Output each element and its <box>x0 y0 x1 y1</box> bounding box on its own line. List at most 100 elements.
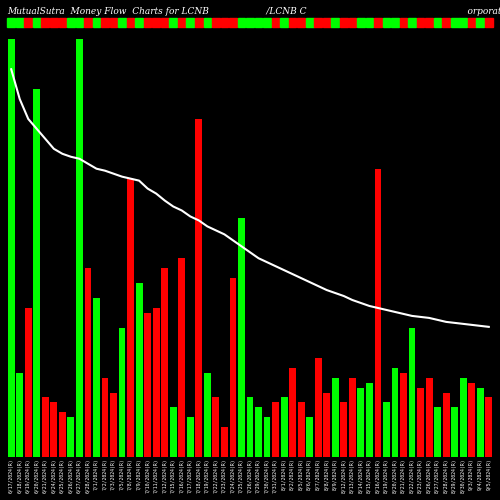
Bar <box>468 18 475 28</box>
Bar <box>212 398 220 457</box>
Bar <box>50 402 58 457</box>
Bar <box>178 258 185 457</box>
Bar <box>400 372 407 457</box>
Bar <box>84 268 91 457</box>
Bar <box>118 328 126 457</box>
Bar <box>178 18 186 28</box>
Bar <box>442 392 450 457</box>
Bar <box>298 18 305 28</box>
Bar <box>460 18 467 28</box>
Bar <box>84 18 92 28</box>
Bar <box>144 18 152 28</box>
Bar <box>127 178 134 457</box>
Bar <box>485 18 492 28</box>
Bar <box>102 378 108 457</box>
Bar <box>8 40 14 457</box>
Bar <box>33 18 40 28</box>
Bar <box>476 18 484 28</box>
Bar <box>221 428 228 457</box>
Bar <box>246 398 254 457</box>
Bar <box>24 18 32 28</box>
Bar <box>349 378 356 457</box>
Bar <box>382 18 390 28</box>
Bar <box>416 18 424 28</box>
Bar <box>280 398 287 457</box>
Bar <box>67 18 74 28</box>
Bar <box>358 388 364 457</box>
Bar <box>170 408 176 457</box>
Bar <box>246 18 254 28</box>
Bar <box>374 168 382 457</box>
Bar <box>306 418 313 457</box>
Bar <box>58 18 66 28</box>
Bar <box>298 402 304 457</box>
Bar <box>76 40 83 457</box>
Bar <box>417 388 424 457</box>
Bar <box>280 18 288 28</box>
Bar <box>136 283 142 457</box>
Bar <box>263 18 271 28</box>
Bar <box>187 418 194 457</box>
Bar <box>383 402 390 457</box>
Bar <box>238 18 246 28</box>
Bar <box>486 398 492 457</box>
Bar <box>434 408 441 457</box>
Bar <box>366 382 373 457</box>
Bar <box>451 18 458 28</box>
Bar <box>25 308 32 457</box>
Bar <box>59 412 66 457</box>
Bar <box>264 418 270 457</box>
Bar <box>118 18 126 28</box>
Bar <box>314 18 322 28</box>
Bar <box>170 18 177 28</box>
Bar <box>186 18 194 28</box>
Bar <box>136 18 143 28</box>
Bar <box>127 18 134 28</box>
Bar <box>110 18 118 28</box>
Bar <box>42 18 49 28</box>
Bar <box>196 119 202 457</box>
Bar <box>340 402 347 457</box>
Bar <box>348 18 356 28</box>
Bar <box>50 18 58 28</box>
Bar <box>289 368 296 457</box>
Bar <box>153 308 160 457</box>
Bar <box>229 18 237 28</box>
Bar <box>391 18 399 28</box>
Bar <box>332 378 338 457</box>
Bar <box>400 18 407 28</box>
Bar <box>477 388 484 457</box>
Bar <box>254 18 262 28</box>
Bar <box>392 368 398 457</box>
Bar <box>238 218 245 457</box>
Bar <box>195 18 202 28</box>
Bar <box>255 408 262 457</box>
Bar <box>357 18 364 28</box>
Bar <box>204 372 211 457</box>
Bar <box>16 372 23 457</box>
Bar <box>110 392 117 457</box>
Bar <box>144 313 151 457</box>
Bar <box>101 18 109 28</box>
Bar <box>374 18 382 28</box>
Bar <box>289 18 296 28</box>
Bar <box>152 18 160 28</box>
Bar <box>332 18 339 28</box>
Bar <box>161 18 168 28</box>
Bar <box>442 18 450 28</box>
Text: MutualSutra  Money Flow  Charts for LCNB                    /LCNB C             : MutualSutra Money Flow Charts for LCNB /… <box>7 7 500 16</box>
Bar <box>468 382 475 457</box>
Bar <box>76 18 84 28</box>
Bar <box>460 378 466 457</box>
Bar <box>366 18 373 28</box>
Bar <box>68 418 74 457</box>
Bar <box>230 278 236 457</box>
Bar <box>212 18 220 28</box>
Bar <box>93 298 100 457</box>
Bar <box>340 18 347 28</box>
Bar <box>426 378 432 457</box>
Bar <box>204 18 211 28</box>
Bar <box>42 398 48 457</box>
Bar <box>34 89 40 457</box>
Bar <box>408 18 416 28</box>
